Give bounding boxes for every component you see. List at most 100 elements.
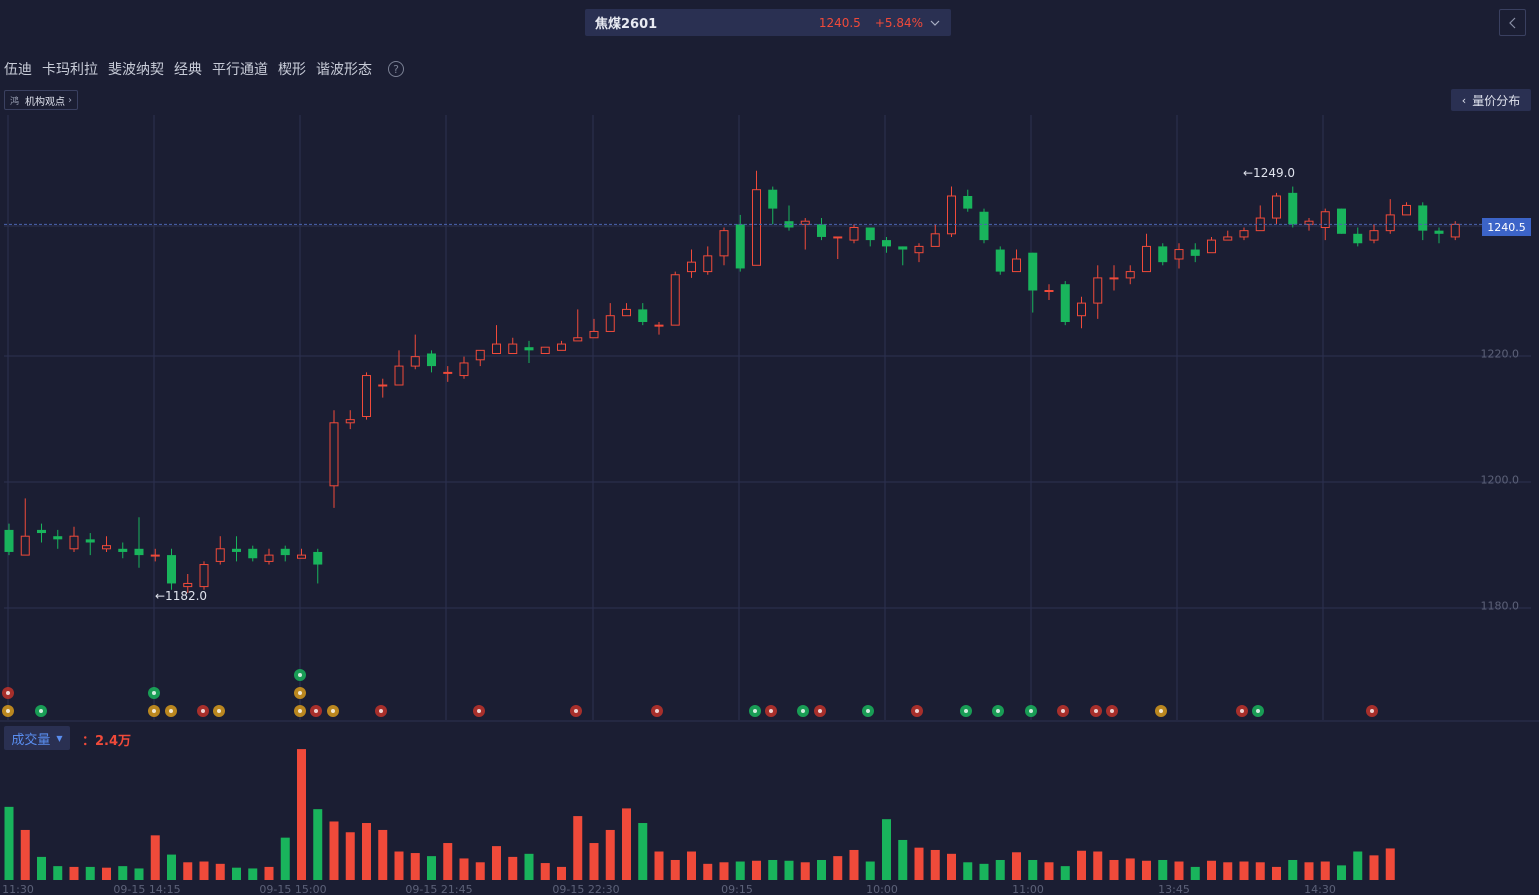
- tool-wedge[interactable]: 楔形: [278, 62, 306, 78]
- volume-bar: [1060, 866, 1070, 880]
- signal-marker-icon: [2, 705, 14, 717]
- volume-bar: [1304, 862, 1314, 880]
- volume-bar: [1125, 858, 1135, 880]
- x-tick-label: 09:15: [721, 883, 753, 895]
- volume-bar: [573, 816, 583, 880]
- candle: [1353, 227, 1363, 247]
- candle: [1369, 224, 1379, 244]
- signal-marker-icon: [570, 705, 582, 717]
- candle: [4, 523, 14, 556]
- candle: [1418, 202, 1428, 241]
- signal-marker-icon: [375, 705, 387, 717]
- x-tick-label: 09-15 21:45: [405, 883, 472, 895]
- volume-bar: [1369, 855, 1379, 880]
- chevron-left-icon: ‹: [1461, 93, 1467, 107]
- signal-marker-icon: [148, 687, 160, 699]
- tool-harmonic[interactable]: 谐波形态: [316, 62, 372, 78]
- candle: [69, 526, 79, 552]
- candle: [898, 246, 908, 266]
- volume-bar: [752, 860, 761, 880]
- candle: [687, 249, 696, 278]
- volume-distribution-button[interactable]: ‹ 量价分布: [1451, 89, 1531, 111]
- volume-indicator-selector[interactable]: 成交量 ▼: [4, 726, 70, 750]
- candle: [345, 410, 355, 430]
- volume-bar: [882, 819, 891, 880]
- volume-bar: [345, 832, 355, 880]
- signal-marker-icon: [1090, 705, 1102, 717]
- candle: [53, 529, 63, 549]
- volume-bar: [784, 860, 794, 880]
- x-tick-label: 13:45: [1158, 883, 1190, 895]
- signal-marker-icon: [294, 705, 306, 717]
- candle: [1028, 252, 1038, 313]
- price-annotation: ←1182.0: [155, 589, 207, 603]
- volume-bar: [69, 866, 79, 880]
- candle: [752, 170, 761, 266]
- x-tick-label: 10:00: [866, 883, 898, 895]
- volume-bar: [1093, 851, 1103, 880]
- volume-bar: [134, 868, 144, 880]
- tool-parallel-channel[interactable]: 平行通道: [212, 62, 268, 78]
- candle: [784, 205, 794, 231]
- candle: [719, 227, 729, 266]
- volume-bar: [313, 809, 323, 880]
- tool-camarilla[interactable]: 卡玛利拉: [42, 62, 98, 78]
- candle: [1239, 227, 1249, 241]
- volume-bar: [1174, 861, 1184, 880]
- volume-bar: [524, 853, 534, 880]
- candle: [735, 214, 745, 272]
- candle: [817, 218, 826, 241]
- volume-bar: [1190, 866, 1200, 880]
- signal-marker-icon: [960, 705, 972, 717]
- institution-icon: 鸿: [10, 96, 20, 107]
- tool-fibonacci[interactable]: 斐波纳契: [108, 62, 164, 78]
- symbol-selector[interactable]: 焦煤2601 1240.5 +5.84%: [585, 9, 951, 36]
- volume-bar: [1223, 862, 1233, 880]
- candle: [85, 533, 95, 556]
- signal-marker-icon: [765, 705, 777, 717]
- tool-woodie[interactable]: 伍迪: [4, 62, 32, 78]
- help-icon[interactable]: ?: [388, 61, 404, 77]
- volume-bar: [85, 866, 95, 880]
- x-tick-label: 09-15 15:00: [259, 883, 326, 895]
- volume-bar: [1272, 866, 1281, 880]
- candle: [297, 548, 306, 559]
- volume-bar: [215, 863, 225, 880]
- volume-bar: [687, 851, 696, 880]
- volume-bar: [1239, 861, 1249, 880]
- volume-bar: [979, 863, 989, 880]
- volume-bars[interactable]: [4, 749, 1395, 880]
- tool-classic[interactable]: 经典: [174, 62, 202, 78]
- signal-marker-icon: [1155, 705, 1167, 717]
- chevron-right-icon: ›: [68, 94, 73, 106]
- candle: [427, 350, 436, 373]
- volume-bar: [589, 843, 599, 880]
- signal-markers[interactable]: [2, 669, 1378, 717]
- candle: [508, 337, 518, 354]
- volume-bar: [1320, 861, 1330, 880]
- candle: [1044, 284, 1054, 300]
- candlesticks[interactable]: [4, 170, 1460, 593]
- candle: [1402, 202, 1411, 216]
- candle: [1272, 192, 1281, 225]
- collapse-button[interactable]: [1499, 9, 1526, 36]
- x-tick-label: 11:00: [1012, 883, 1044, 895]
- institution-view-button[interactable]: 鸿 机构观点 ›: [4, 90, 79, 110]
- volume-bar: [865, 861, 875, 880]
- candle: [557, 340, 566, 351]
- candle: [947, 186, 956, 237]
- candle: [654, 322, 664, 335]
- candle: [1060, 281, 1070, 326]
- x-tick-label: 09-15 14:15: [113, 883, 180, 895]
- volume-bar: [1207, 860, 1216, 880]
- candle: [914, 243, 924, 263]
- candle: [459, 356, 469, 379]
- volume-bar: [264, 866, 274, 880]
- volume-bar: [654, 851, 664, 880]
- volume-bar: [232, 867, 241, 880]
- candle: [1288, 186, 1298, 228]
- signal-marker-icon: [165, 705, 177, 717]
- y-axis: 1220.0 1200.0 1180.0: [1481, 348, 1520, 613]
- price-annotation: ←1249.0: [1243, 166, 1295, 180]
